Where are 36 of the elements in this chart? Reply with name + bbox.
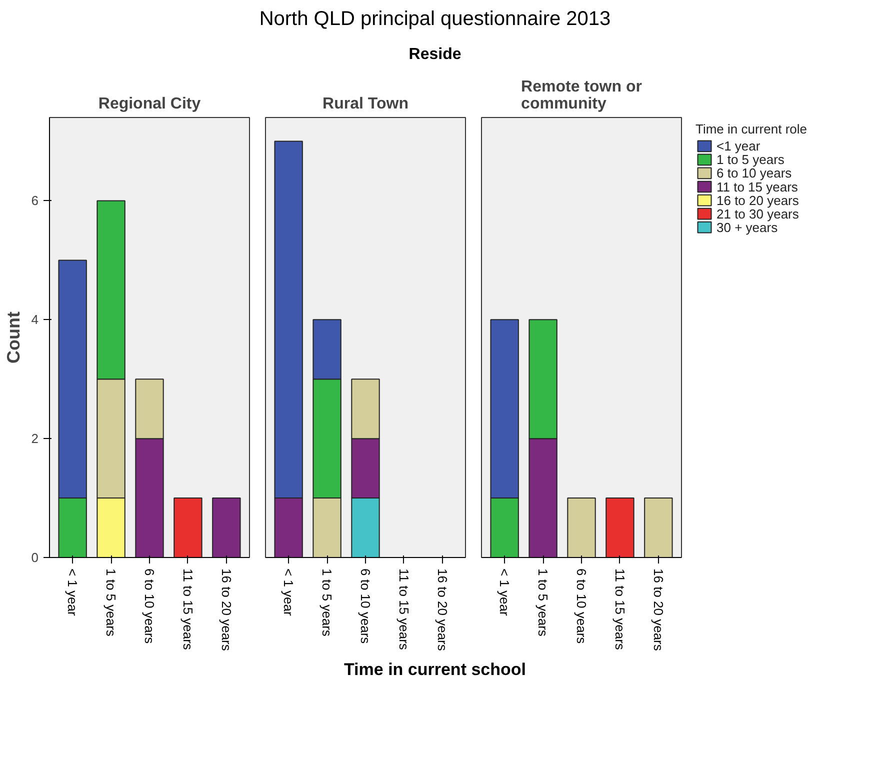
legend-label: 1 to 5 years bbox=[716, 152, 785, 168]
y-axis-title: Count bbox=[3, 312, 24, 364]
legend-label: 6 to 10 years bbox=[716, 166, 792, 182]
legend-label: 21 to 30 years bbox=[716, 206, 800, 222]
y-tick-label: 0 bbox=[31, 550, 39, 566]
y-tick-label: 4 bbox=[31, 312, 39, 328]
x-tick-label: 16 to 20 years bbox=[650, 568, 666, 652]
x-tick-label: < 1 year bbox=[497, 568, 512, 617]
chart-title: Rural Town bbox=[322, 96, 408, 113]
legend-label: 11 to 15 years bbox=[716, 180, 798, 195]
bar bbox=[174, 498, 202, 558]
x-tick-label: < 1 year bbox=[281, 568, 296, 617]
x-tick-label: 11 to 15 years bbox=[396, 568, 412, 651]
chart-title: Remote town or community bbox=[521, 78, 642, 113]
x-tick-label: 1 to 5 years bbox=[104, 568, 119, 638]
x-tick-label: 11 to 15 years bbox=[180, 568, 196, 651]
x-tick-label: 11 to 15 years bbox=[612, 568, 628, 651]
legend-label: 30 + years bbox=[716, 220, 778, 236]
x-tick-label: 6 to 10 years bbox=[142, 568, 157, 645]
x-tick-label: 6 to 10 years bbox=[358, 568, 373, 645]
legend-label: 16 to 20 years bbox=[716, 193, 800, 208]
x-tick-label: 16 to 20 years bbox=[434, 568, 450, 652]
y-tick-label: 6 bbox=[31, 194, 39, 209]
legend-title: Time in current role bbox=[696, 122, 807, 137]
x-tick-label: 6 to 10 years bbox=[574, 568, 589, 645]
x-tick-label: 1 to 5 years bbox=[536, 568, 551, 638]
text: Reside bbox=[408, 44, 462, 65]
text: North QLD principal questionnaire 2013 bbox=[259, 7, 611, 32]
bar bbox=[212, 498, 241, 558]
x-tick-label: 16 to 20 years bbox=[218, 568, 234, 652]
x-axis-title: Time in current school bbox=[344, 659, 526, 682]
y-tick-label: 2 bbox=[31, 431, 39, 446]
x-tick-label: 1 to 5 years bbox=[320, 568, 335, 638]
chart-title: Regional City bbox=[98, 96, 201, 113]
legend-label: <1 year bbox=[716, 139, 761, 154]
x-tick-label: < 1 year bbox=[65, 568, 80, 617]
